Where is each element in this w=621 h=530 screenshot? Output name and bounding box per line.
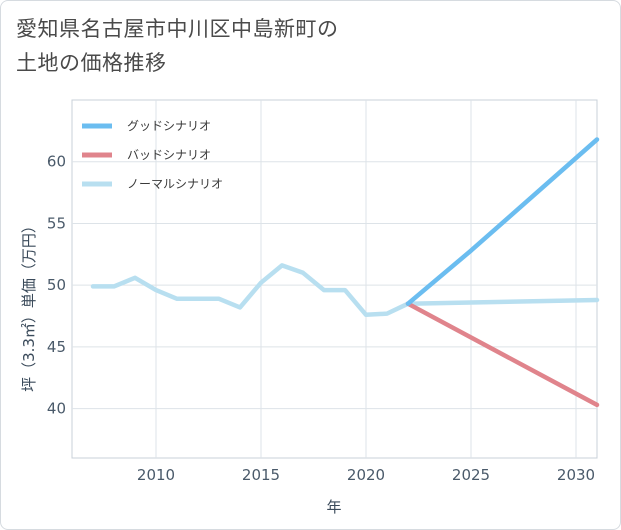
x-tick-label-2015: 2015 — [242, 466, 280, 484]
y-tick-label-45: 45 — [47, 338, 66, 356]
chart-title-line-2: 土地の価格推移 — [16, 51, 167, 75]
series-line-1 — [405, 301, 600, 408]
legend-label-0: グッドシナリオ — [127, 119, 211, 133]
x-tick-label-2010: 2010 — [137, 466, 175, 484]
y-tick-label-50: 50 — [47, 276, 66, 294]
legend-label-1: バッドシナリオ — [127, 148, 211, 162]
series-line-0 — [405, 137, 600, 306]
chart-title-line-1: 愛知県名古屋市中川区中島新町の — [16, 17, 339, 41]
x-tick-label-2030: 2030 — [557, 466, 595, 484]
y-axis-label: 坪（3.3㎡）単価（万円） — [20, 218, 38, 392]
tick-labels: 2010 2015 2020 2025 2030 40 45 50 55 60 — [47, 153, 595, 484]
series-layer — [90, 137, 600, 408]
x-tick-label-2020: 2020 — [347, 466, 385, 484]
y-tick-label-60: 60 — [47, 153, 66, 171]
series-line-2 — [90, 263, 600, 318]
x-tick-label-2025: 2025 — [452, 466, 490, 484]
x-axis-label: 年 — [326, 498, 341, 516]
grid-lines — [72, 100, 597, 458]
legend-label-2: ノーマルシナリオ — [127, 177, 223, 191]
chart-title: 愛知県名古屋市中川区中島新町の 土地の価格推移 — [16, 12, 339, 80]
plot-area — [71, 99, 598, 459]
y-tick-label-40: 40 — [47, 400, 66, 418]
y-tick-label-55: 55 — [47, 214, 66, 232]
